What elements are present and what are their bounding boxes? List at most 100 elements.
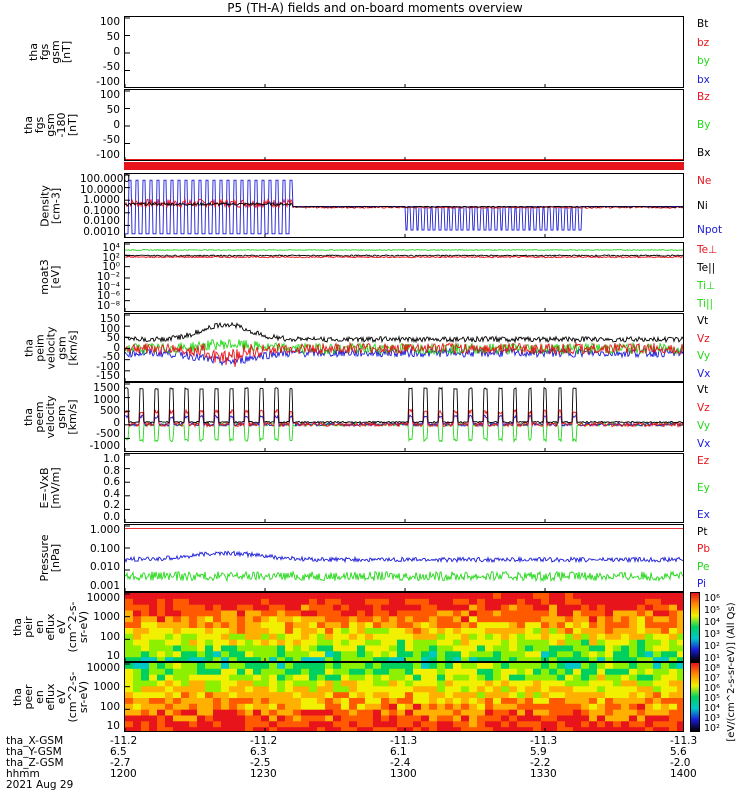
heat-cell xyxy=(293,709,302,717)
heat-cell xyxy=(261,633,270,641)
heat-cell xyxy=(357,633,366,641)
heat-cell xyxy=(509,622,518,629)
heat-cell xyxy=(469,657,478,661)
heat-cell xyxy=(589,709,598,717)
heat-cell xyxy=(589,633,598,641)
heat-cell xyxy=(341,628,350,635)
heat-cell xyxy=(341,727,350,731)
heat-cell xyxy=(165,633,174,641)
heat-cell xyxy=(173,598,182,606)
heat-cell xyxy=(589,610,598,617)
heat-cell xyxy=(253,674,262,682)
heat-cell xyxy=(125,698,134,705)
heat-cell xyxy=(341,657,350,661)
heat-cell xyxy=(517,651,526,658)
heat-cell xyxy=(613,703,622,711)
heat-cell xyxy=(477,680,486,687)
heat-cell xyxy=(629,680,638,687)
heat-cell xyxy=(133,622,142,629)
heat-cell xyxy=(141,610,150,617)
heat-cell xyxy=(493,633,502,641)
heat-cell xyxy=(157,616,166,623)
heat-cell xyxy=(229,674,238,682)
heat-cell xyxy=(493,668,502,676)
heat-cell xyxy=(525,709,534,717)
heat-cell xyxy=(389,703,398,711)
heat-cell xyxy=(285,639,294,647)
heat-cell xyxy=(573,668,582,676)
heat-cell xyxy=(485,604,494,612)
heat-cell xyxy=(213,686,222,693)
heat-cell xyxy=(269,680,278,687)
heat-cell xyxy=(205,616,214,623)
heat-cell xyxy=(397,703,406,711)
panel-efield-plot xyxy=(125,454,546,522)
y-tick-label: 100 xyxy=(99,630,120,643)
heat-cell xyxy=(221,598,230,606)
heat-cell xyxy=(205,593,214,600)
vz-line xyxy=(125,341,683,367)
heat-cell xyxy=(197,663,206,670)
heat-cell xyxy=(221,674,230,682)
y-tick-label: 0.0010 xyxy=(83,226,120,238)
heat-cell xyxy=(349,663,358,670)
heat-cell xyxy=(213,616,222,623)
y-tick-label: -1000 xyxy=(89,440,120,452)
heat-cell xyxy=(181,645,190,652)
heat-cell xyxy=(357,639,366,647)
heat-cell xyxy=(405,639,414,647)
y-tick-label: 100 xyxy=(99,89,120,101)
heat-cell xyxy=(165,686,174,693)
heat-cell xyxy=(333,622,342,629)
heat-cell xyxy=(645,639,654,647)
heat-cell xyxy=(445,668,454,676)
heat-cell xyxy=(637,598,646,606)
heat-cell xyxy=(437,715,446,722)
heat-cell xyxy=(309,692,318,699)
heat-cell xyxy=(677,727,683,731)
heat-cell xyxy=(541,651,550,658)
heat-cell xyxy=(253,663,262,670)
heat-cell xyxy=(397,645,406,652)
heat-cell xyxy=(397,692,406,699)
heat-cell xyxy=(445,645,454,652)
heat-cell xyxy=(357,680,366,687)
heat-cell xyxy=(677,721,683,728)
heat-cell xyxy=(301,628,310,635)
heat-cell xyxy=(605,721,614,728)
heat-cell xyxy=(645,628,654,635)
orbit-row-value: 6.5 xyxy=(110,746,127,758)
heat-cell xyxy=(397,698,406,705)
legend-entry: by xyxy=(697,55,710,68)
heat-cell xyxy=(565,593,574,600)
heat-cell xyxy=(197,610,206,617)
heat-cell xyxy=(661,721,670,728)
heat-cell xyxy=(677,593,683,600)
y-tick-label: 0.0 xyxy=(103,511,120,523)
heat-cell xyxy=(397,639,406,647)
heat-cell xyxy=(245,616,254,623)
heat-cell xyxy=(189,709,198,717)
heat-cell xyxy=(189,593,198,600)
heat-cell xyxy=(133,639,142,647)
heat-cell xyxy=(661,633,670,641)
heat-cell xyxy=(141,680,150,687)
heat-cell xyxy=(589,598,598,606)
heat-cell xyxy=(421,686,430,693)
heat-cell xyxy=(501,610,510,617)
heat-cell xyxy=(389,645,398,652)
heat-cell xyxy=(373,645,382,652)
heat-cell xyxy=(549,598,558,606)
heat-cell xyxy=(165,628,174,635)
heat-cell xyxy=(557,721,566,728)
heat-cell xyxy=(605,680,614,687)
heat-cell xyxy=(573,645,582,652)
heat-cell xyxy=(365,721,374,728)
heat-cell xyxy=(525,686,534,693)
heat-cell xyxy=(477,645,486,652)
heat-cell xyxy=(525,657,534,661)
heat-cell xyxy=(429,610,438,617)
heat-cell xyxy=(437,668,446,676)
heat-cell xyxy=(597,698,606,705)
heat-cell xyxy=(445,657,454,661)
